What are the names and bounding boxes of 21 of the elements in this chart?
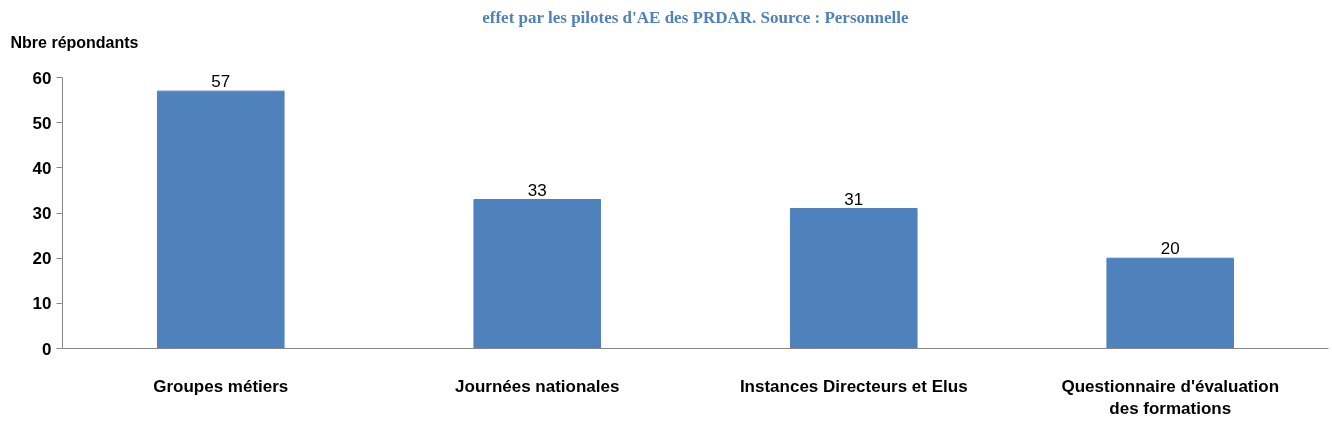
x-tick-label: Journées nationales [455, 376, 620, 396]
chart-title: effet par les pilotes d'AE des PRDAR. Source : Personnelle [482, 7, 909, 27]
data-label: 20 [1160, 239, 1180, 259]
bar [473, 199, 602, 349]
bar [1106, 257, 1235, 349]
x-tick-label: Questionnaire d'évaluation des formations [1061, 376, 1280, 419]
x-tick-label: Groupes métiers [153, 376, 289, 396]
y-tick-label: 40 [32, 158, 52, 178]
y-tick-label: 50 [32, 113, 52, 133]
bar [789, 208, 918, 349]
data-label: 57 [211, 72, 231, 92]
data-label: 33 [527, 180, 547, 200]
y-tick-label: 20 [32, 249, 52, 269]
y-axis-title: Nbre répondants [10, 33, 139, 51]
bar [156, 90, 285, 349]
data-label: 31 [844, 189, 864, 209]
y-tick-label: 30 [32, 204, 52, 224]
y-tick-label: 60 [32, 68, 52, 88]
x-tick-label: Instances Directeurs et Elus [739, 376, 968, 396]
y-tick-label: 0 [42, 339, 52, 359]
y-tick-label: 10 [32, 294, 52, 314]
